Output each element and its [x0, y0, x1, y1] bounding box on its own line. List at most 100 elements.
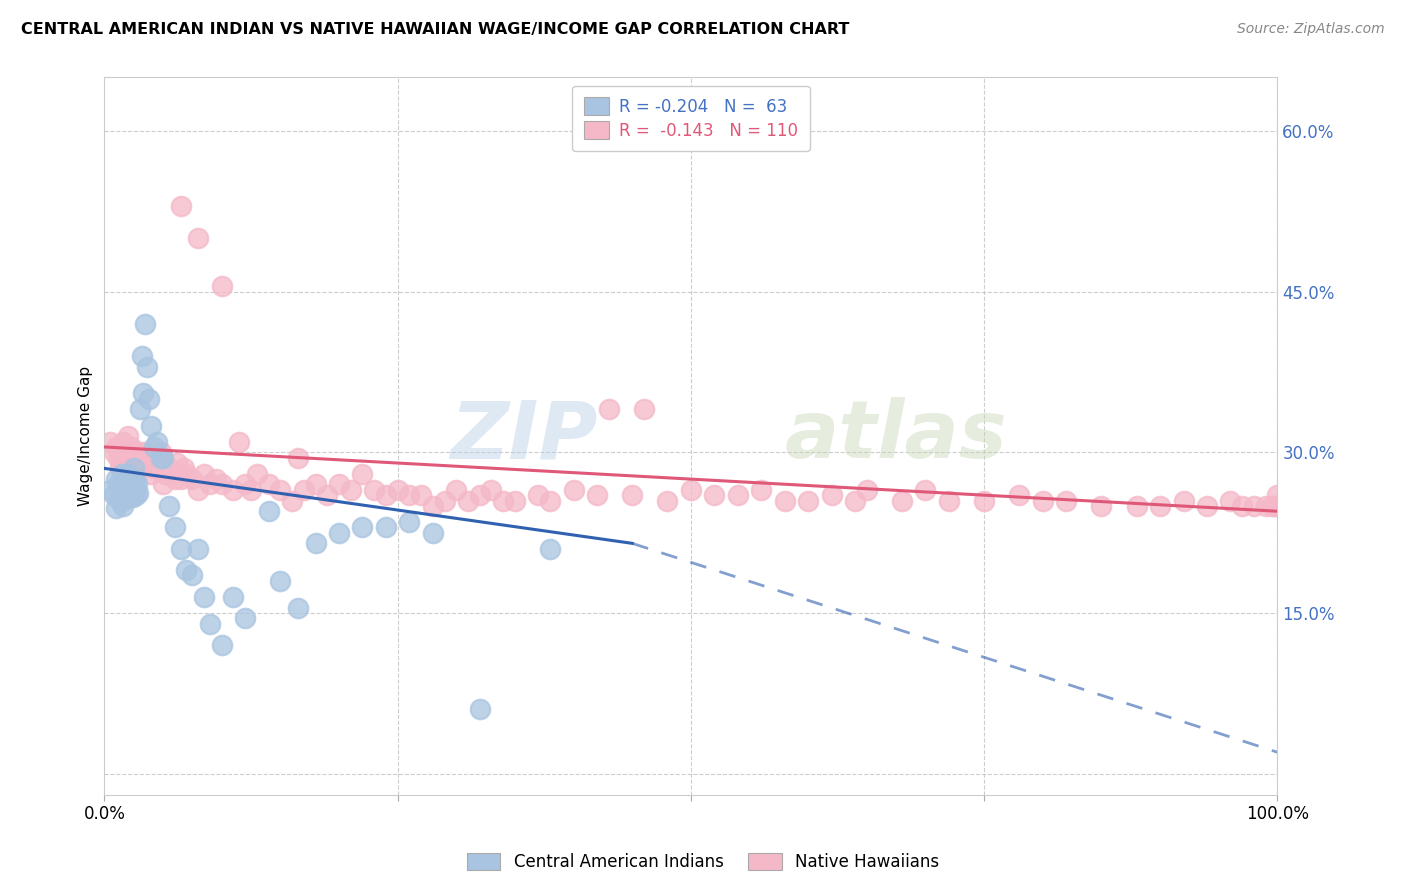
- Point: [246, 467, 269, 481]
- Point: [304, 536, 326, 550]
- Point: [115, 445, 138, 459]
- Point: [562, 483, 585, 497]
- Point: [120, 480, 142, 494]
- Point: [111, 467, 134, 481]
- Point: [121, 491, 143, 505]
- Point: [1254, 499, 1277, 513]
- Point: [149, 445, 172, 459]
- Point: [173, 461, 195, 475]
- Point: [120, 486, 142, 500]
- Point: [125, 488, 148, 502]
- Point: [132, 386, 155, 401]
- Point: [105, 472, 128, 486]
- Point: [457, 493, 479, 508]
- Point: [117, 483, 139, 497]
- Point: [422, 525, 444, 540]
- Point: [187, 541, 209, 556]
- Point: [157, 499, 180, 513]
- Point: [111, 480, 134, 494]
- Point: [166, 456, 188, 470]
- Point: [468, 702, 491, 716]
- Point: [181, 472, 204, 486]
- Point: [111, 493, 134, 508]
- Point: [198, 477, 221, 491]
- Point: [211, 477, 233, 491]
- Point: [1173, 493, 1195, 508]
- Point: [492, 493, 515, 508]
- Point: [856, 483, 879, 497]
- Point: [240, 483, 263, 497]
- Point: [176, 563, 198, 577]
- Point: [1054, 493, 1077, 508]
- Point: [114, 450, 136, 465]
- Point: [211, 638, 233, 652]
- Point: [1032, 493, 1054, 508]
- Point: [538, 541, 561, 556]
- Point: [152, 450, 174, 465]
- Point: [538, 493, 561, 508]
- Point: [621, 488, 644, 502]
- Point: [422, 499, 444, 513]
- Point: [727, 488, 749, 502]
- Point: [1243, 499, 1265, 513]
- Point: [122, 472, 145, 486]
- Point: [468, 488, 491, 502]
- Point: [117, 477, 139, 491]
- Point: [1090, 499, 1112, 513]
- Point: [891, 493, 914, 508]
- Point: [398, 515, 420, 529]
- Point: [1260, 499, 1282, 513]
- Point: [773, 493, 796, 508]
- Point: [103, 488, 125, 502]
- Legend: R = -0.204   N =  63, R =  -0.143   N = 110: R = -0.204 N = 63, R = -0.143 N = 110: [572, 86, 810, 152]
- Point: [304, 477, 326, 491]
- Point: [121, 475, 143, 490]
- Point: [138, 450, 160, 465]
- Point: [703, 488, 725, 502]
- Point: [107, 450, 129, 465]
- Point: [316, 488, 339, 502]
- Point: [112, 434, 135, 449]
- Point: [146, 434, 169, 449]
- Point: [749, 483, 772, 497]
- Point: [1008, 488, 1031, 502]
- Point: [287, 600, 309, 615]
- Point: [679, 483, 702, 497]
- Point: [163, 472, 186, 486]
- Point: [398, 488, 420, 502]
- Point: [181, 568, 204, 582]
- Point: [1125, 499, 1147, 513]
- Point: [339, 483, 361, 497]
- Point: [176, 467, 198, 481]
- Point: [114, 475, 136, 490]
- Point: [131, 461, 153, 475]
- Point: [134, 317, 156, 331]
- Point: [409, 488, 432, 502]
- Point: [120, 491, 142, 505]
- Point: [257, 477, 280, 491]
- Point: [228, 434, 250, 449]
- Point: [973, 493, 995, 508]
- Point: [222, 590, 245, 604]
- Point: [141, 467, 163, 481]
- Y-axis label: Wage/Income Gap: Wage/Income Gap: [79, 367, 93, 507]
- Point: [352, 520, 374, 534]
- Point: [1195, 499, 1218, 513]
- Point: [110, 445, 132, 459]
- Point: [114, 491, 136, 505]
- Point: [146, 450, 169, 465]
- Point: [152, 477, 174, 491]
- Point: [269, 483, 291, 497]
- Point: [141, 418, 163, 433]
- Point: [1219, 493, 1241, 508]
- Point: [281, 493, 304, 508]
- Point: [108, 461, 131, 475]
- Point: [108, 486, 131, 500]
- Point: [374, 488, 396, 502]
- Point: [132, 456, 155, 470]
- Point: [128, 445, 150, 459]
- Point: [112, 486, 135, 500]
- Point: [938, 493, 960, 508]
- Point: [292, 483, 315, 497]
- Point: [797, 493, 820, 508]
